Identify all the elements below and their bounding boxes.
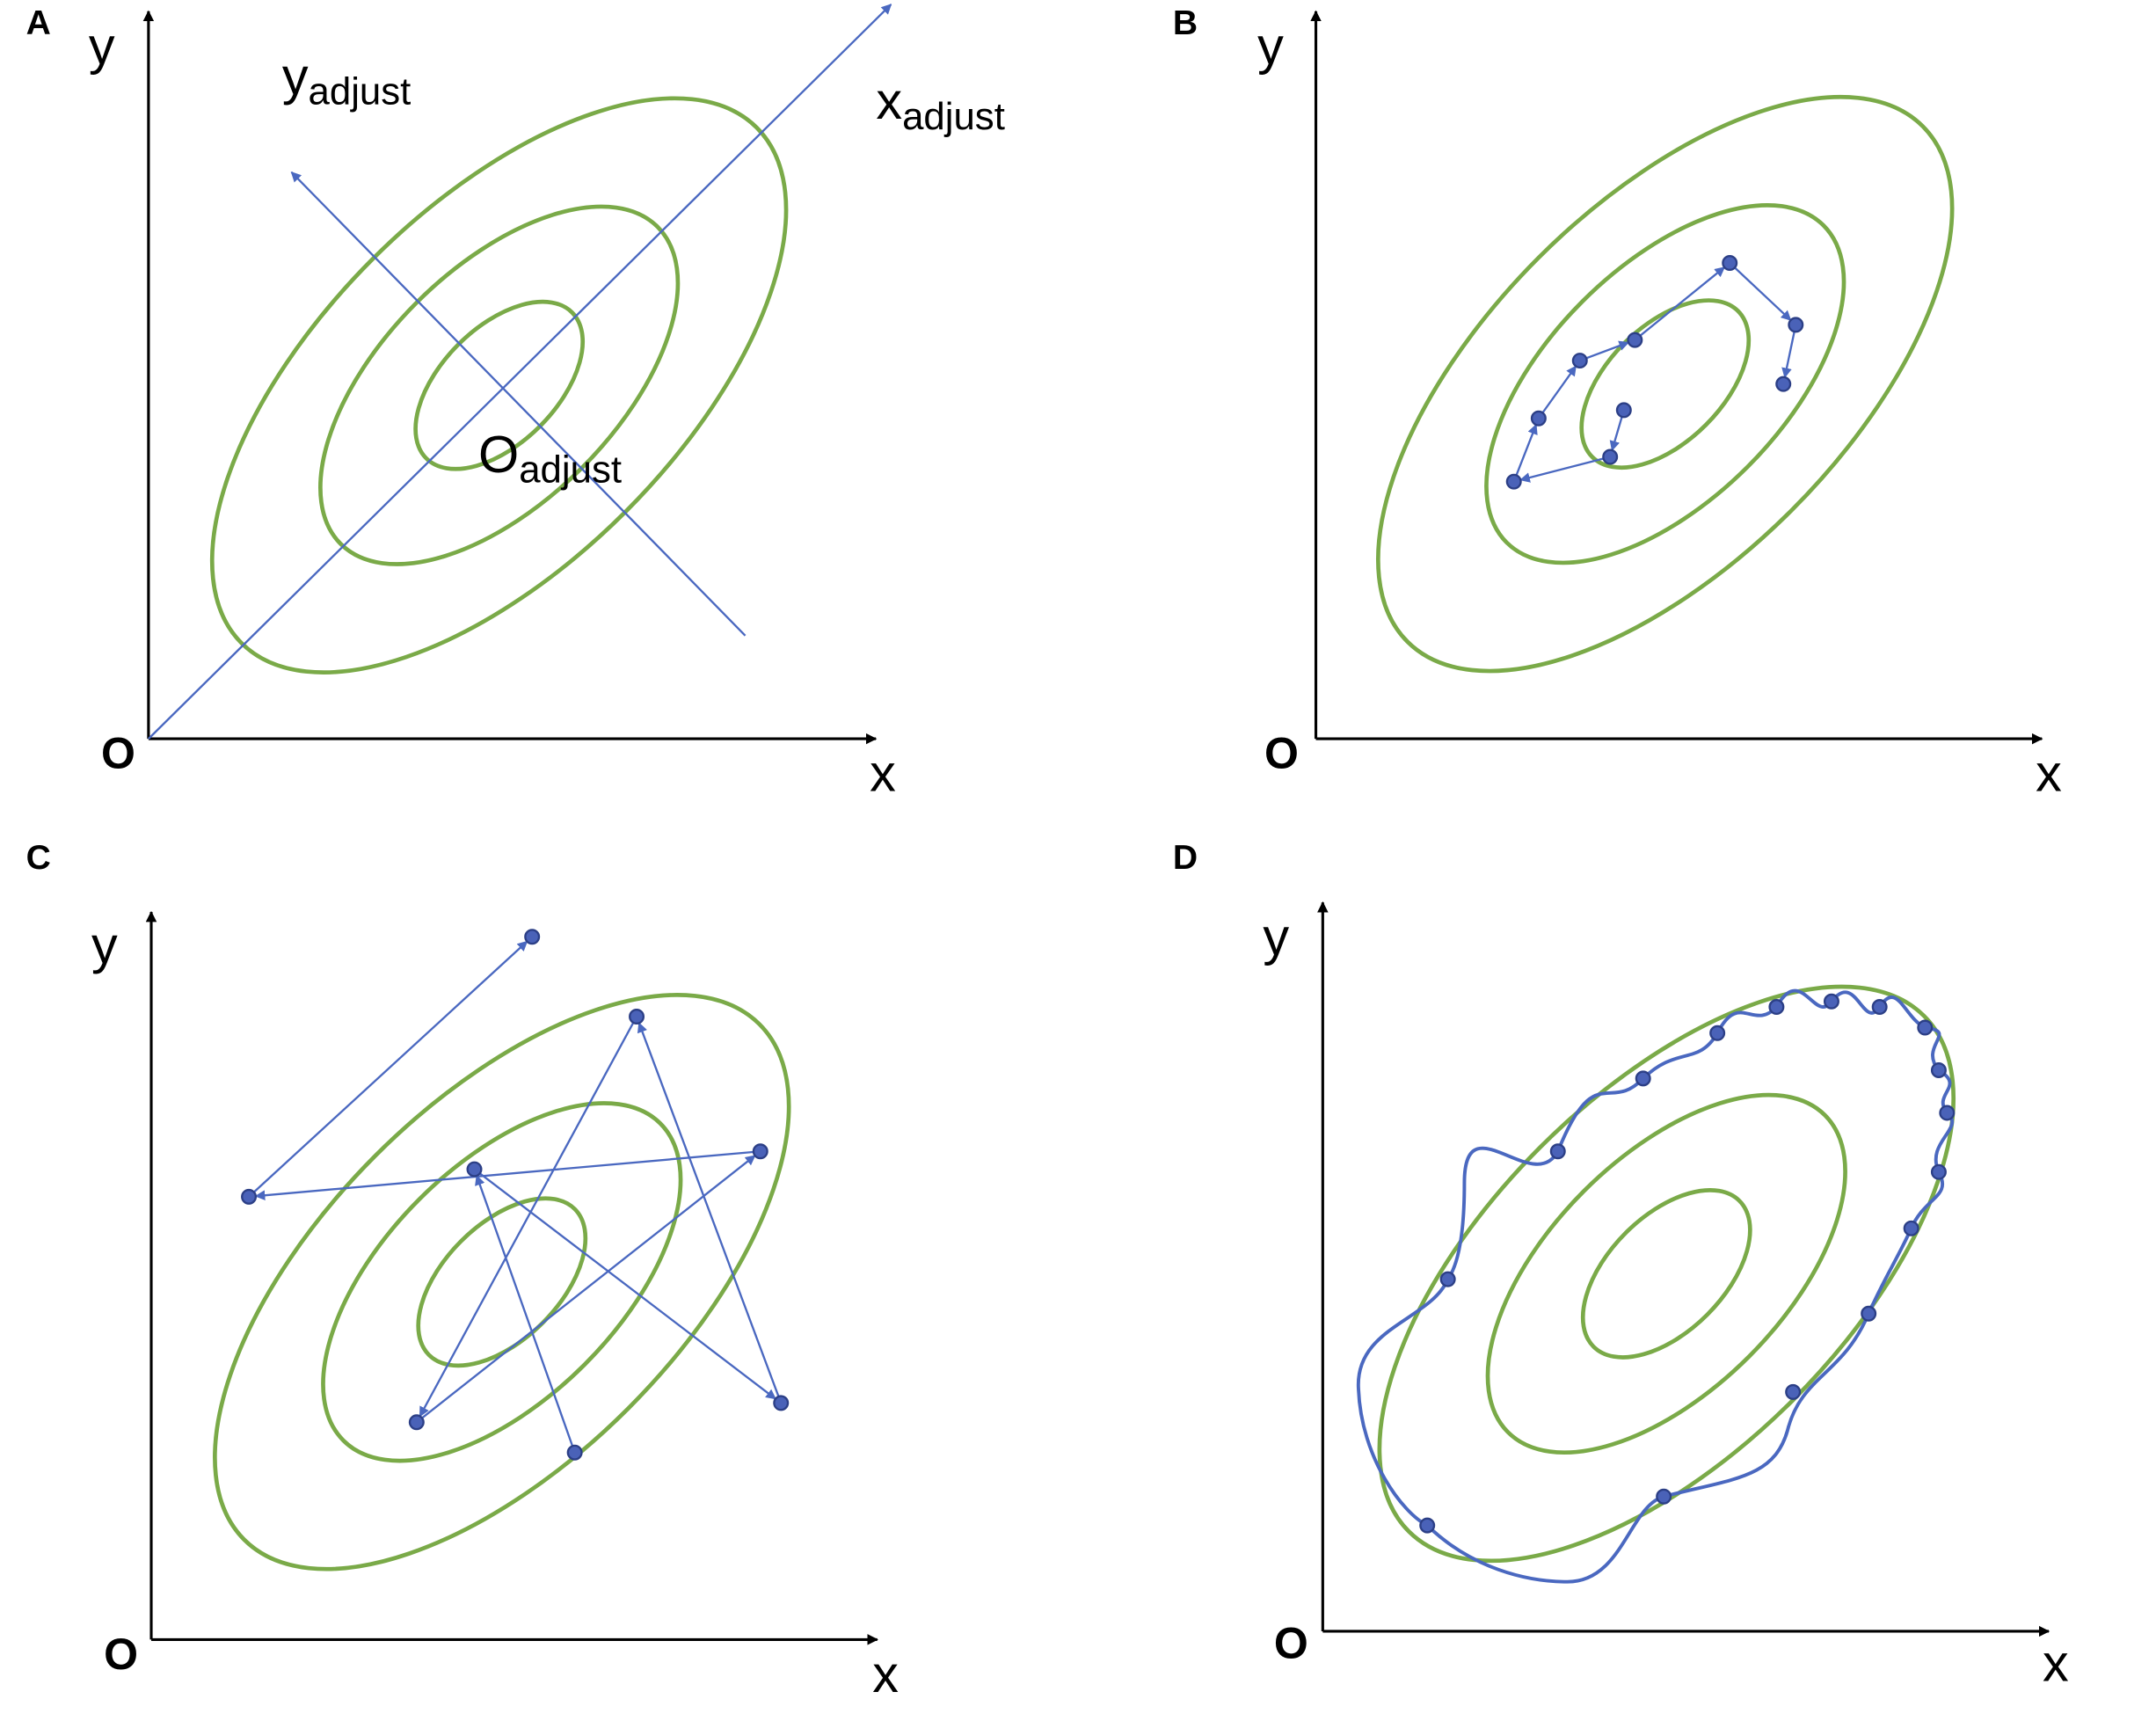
annotation: yadjust (282, 47, 412, 113)
point (241, 1188, 258, 1205)
point (1549, 1143, 1566, 1160)
point (1419, 1517, 1436, 1534)
step-arrow (637, 1022, 783, 1404)
annotation-base: x (876, 71, 902, 130)
annotation-sub: adjust (309, 69, 412, 113)
contour (1485, 1092, 1847, 1455)
point (1439, 1271, 1456, 1287)
contour (213, 993, 791, 1572)
annotation: Oadjust (478, 425, 622, 491)
step-arrow (1579, 340, 1630, 362)
point (1930, 1061, 1947, 1078)
contour (1376, 94, 1955, 674)
point (752, 1143, 768, 1160)
step-arrow (1781, 325, 1797, 379)
panel-label: C (26, 839, 51, 877)
point (1571, 353, 1588, 369)
y-axis-label: y (91, 915, 118, 974)
point (1615, 402, 1632, 419)
point (1788, 317, 1804, 333)
point (1917, 1019, 1934, 1036)
point (1768, 999, 1785, 1016)
contour (1484, 203, 1846, 565)
annotation-base: y (282, 47, 309, 106)
point (1602, 448, 1619, 465)
point (773, 1395, 790, 1411)
point (1656, 1488, 1672, 1505)
step-arrow (1729, 262, 1792, 321)
x-axis-label: x (2036, 744, 2062, 803)
y-axis-label: y (1257, 16, 1284, 75)
step-arrow (419, 1016, 638, 1418)
step-arrow (473, 1168, 776, 1400)
point (1903, 1220, 1919, 1236)
step-arrow (416, 1155, 756, 1424)
step-arrow (1634, 266, 1726, 341)
annotation-sub: adjust (519, 448, 622, 491)
point (524, 929, 541, 945)
origin-label: O (104, 1630, 138, 1679)
contour (1580, 1188, 1752, 1360)
step-arrow (475, 1174, 576, 1454)
contour (1377, 984, 1956, 1564)
contour (416, 1196, 588, 1368)
point (1785, 1383, 1802, 1400)
point (408, 1414, 425, 1431)
point (1635, 1070, 1651, 1087)
panel-label: D (1173, 839, 1198, 877)
point (566, 1444, 583, 1461)
point (629, 1008, 645, 1025)
point (1505, 473, 1522, 490)
point (466, 1161, 483, 1178)
x-axis-label: x (870, 744, 896, 803)
x-axis-label: x (2043, 1633, 2069, 1692)
origin-label: O (101, 729, 135, 778)
annotation: xadjust (876, 71, 1005, 137)
point (1861, 1305, 1877, 1322)
point (1775, 376, 1792, 392)
point (1530, 410, 1547, 427)
panel-label: A (26, 4, 51, 42)
origin-label: O (1264, 729, 1299, 778)
step-arrow (248, 940, 528, 1198)
y-adjust-axis (290, 171, 747, 637)
step-arrow (254, 1150, 761, 1201)
step-arrow (1537, 365, 1577, 419)
y-axis-label: y (1263, 908, 1289, 966)
annotation-base: O (478, 425, 519, 484)
point (1709, 1025, 1726, 1041)
x-axis-label: x (872, 1644, 899, 1703)
panel-label: B (1173, 4, 1198, 42)
point (1871, 999, 1888, 1016)
point (1939, 1105, 1956, 1121)
step-arrow (1519, 456, 1611, 483)
point (1722, 255, 1738, 272)
annotation-sub: adjust (902, 94, 1005, 137)
y-axis-label: y (89, 16, 115, 75)
point (1930, 1163, 1947, 1180)
point (1627, 332, 1643, 348)
point (1823, 993, 1839, 1010)
step-arrow (1512, 423, 1538, 483)
contour (321, 1101, 683, 1463)
contour (209, 96, 789, 675)
origin-label: O (1274, 1618, 1308, 1667)
x-adjust-axis (148, 4, 892, 740)
